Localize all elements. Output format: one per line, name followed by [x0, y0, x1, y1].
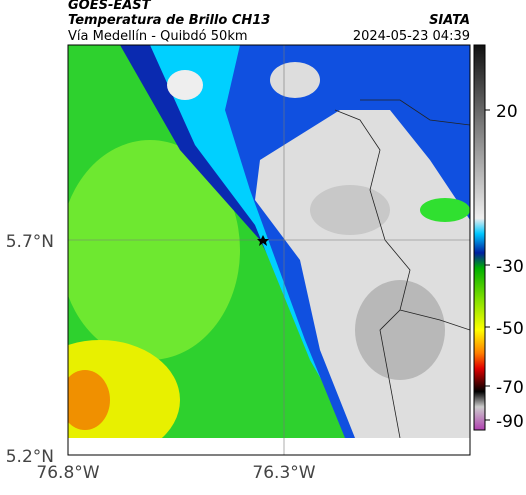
source: GOES-EAST [68, 0, 152, 13]
region: Vía Medellín - Quibdó 50km [68, 29, 248, 44]
colorbar-tick: -70 [496, 378, 524, 398]
product: Temperatura de Brillo CH13 [68, 13, 270, 28]
lon-tick: 76.8°W [36, 463, 99, 483]
location-marker [257, 235, 269, 246]
colorbar-tick: 20 [496, 102, 518, 122]
colorbar-tick: -30 [496, 257, 524, 277]
timestamp: 2024-05-23 04:39 [353, 29, 470, 44]
colorbar [473, 44, 486, 431]
colorbar-ticks [485, 109, 490, 421]
lat-tick: 5.7°N [6, 232, 54, 252]
colorbar-tick: -90 [496, 412, 524, 432]
map-frame [67, 44, 471, 456]
lon-tick: 76.3°W [252, 463, 315, 483]
lat-tick: 5.2°N [6, 447, 54, 467]
agency: SIATA [429, 13, 470, 28]
colorbar-tick: -50 [496, 319, 524, 339]
satellite-image [68, 45, 470, 438]
